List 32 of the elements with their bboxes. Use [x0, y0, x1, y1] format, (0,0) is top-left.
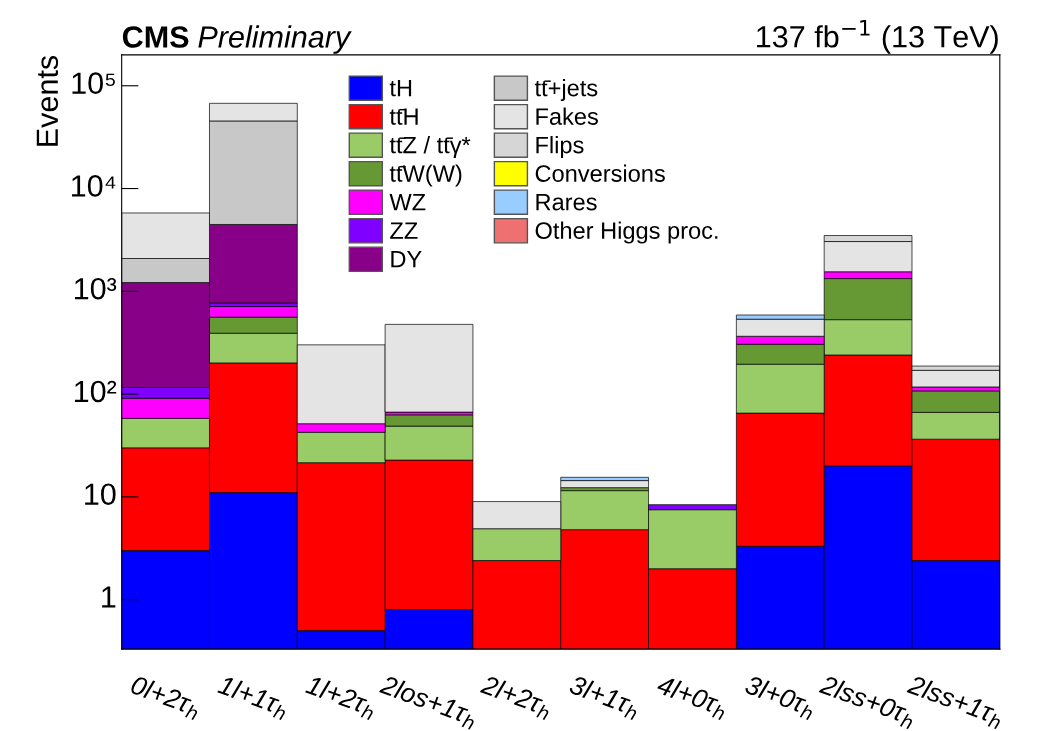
x-tick-label: 1l+1τ$_{h}$ [215, 674, 291, 721]
legend-label: Fakes [536, 107, 598, 125]
legend-label: WZ [389, 193, 426, 211]
x-tick-label: 4l+0τ$_{h}$ [654, 674, 730, 721]
legend-label: Rares [536, 193, 597, 211]
x-tick-label: 3l+0τ$_{h}$ [742, 674, 817, 721]
legend-label: tt̄H [389, 108, 418, 125]
legend-label: Other Higgs proc. [535, 221, 718, 244]
y-tick-label: 10 [85, 483, 116, 506]
chart-subtitle: Preliminary [198, 25, 352, 54]
y-tick-label: 10³ [74, 277, 117, 300]
x-tick-label: 0l+2τ$_{h}$ [128, 674, 203, 721]
y-axis-title: Events [36, 55, 59, 146]
text: 137 fb$^{−1}$ (13 TeV) [757, 20, 998, 54]
legend-label: tt̄+jets [534, 79, 598, 102]
x-tick-label: 2l+2τ$_{h}$ [478, 673, 554, 721]
legend-label: tH [389, 79, 412, 97]
bar [560, 480, 649, 488]
legend-label: ZZ [390, 222, 418, 239]
legend-label: Flips [536, 136, 584, 159]
chart-title: CMS [122, 26, 189, 48]
legend-label: tt̄W(W) [389, 164, 462, 187]
y-tick-label: 10² [74, 380, 117, 403]
y-tick-label: 1 [102, 586, 116, 608]
legend-label: tt̄Z / tt̄γ* [389, 136, 471, 159]
y-tick-label: 10⁴ [72, 175, 116, 197]
legend-label: Conversions [535, 164, 665, 182]
x-tick-label: 1l+2τ$_{h}$ [303, 674, 378, 721]
x-tick-label: 3l+1τ$_{h}$ [566, 674, 642, 721]
y-tick-label: 10⁵ [72, 72, 115, 94]
legend-label: DY [391, 250, 422, 268]
x-tick-label: 2los+1τ$_{h}$ [377, 673, 479, 730]
